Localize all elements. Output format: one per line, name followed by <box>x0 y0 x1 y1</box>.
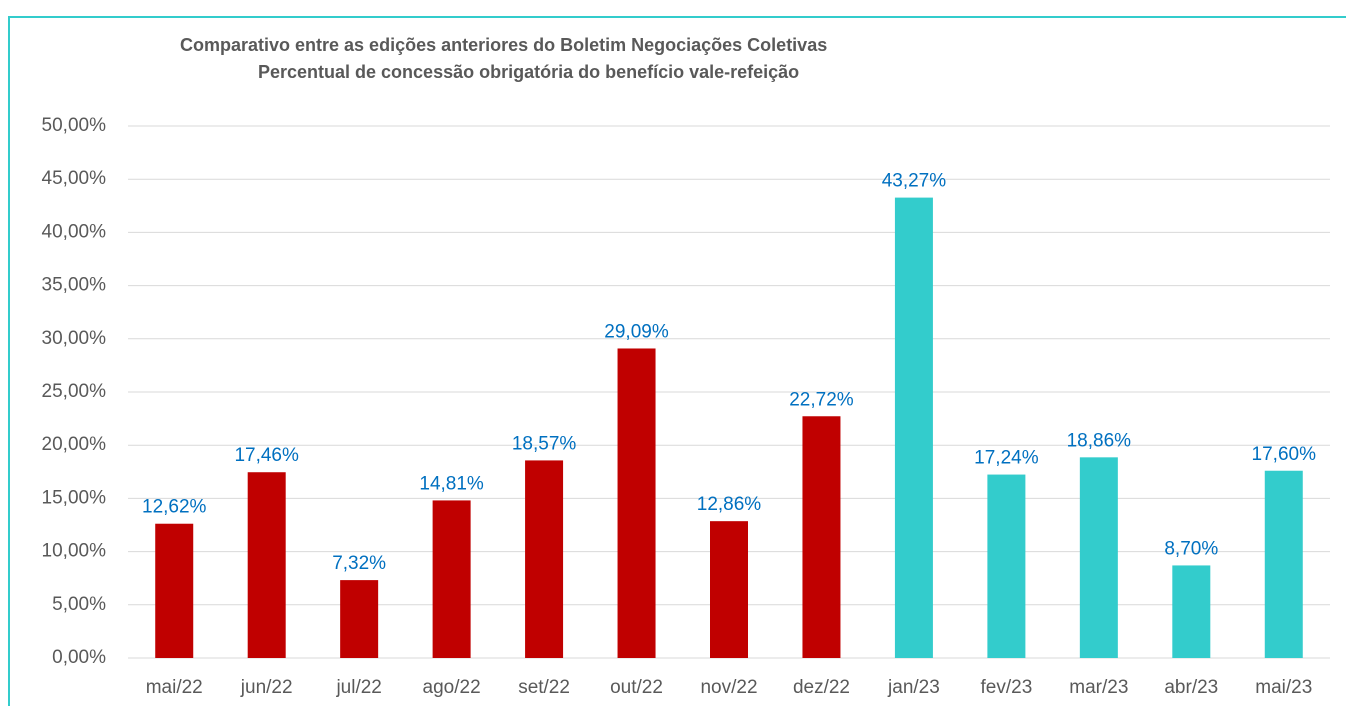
data-label: 12,86% <box>697 494 762 515</box>
x-tick-label: nov/22 <box>700 677 757 698</box>
y-tick-label: 5,00% <box>52 594 106 615</box>
bar <box>617 348 656 658</box>
data-label: 29,09% <box>604 321 669 342</box>
y-tick-label: 25,00% <box>42 381 107 402</box>
y-tick-label: 45,00% <box>42 168 107 189</box>
data-label: 18,57% <box>512 433 577 454</box>
data-label: 12,62% <box>142 497 207 518</box>
y-tick-label: 0,00% <box>52 647 106 668</box>
y-tick-label: 35,00% <box>42 275 107 296</box>
x-tick-label: abr/23 <box>1164 677 1218 698</box>
x-tick-label: dez/22 <box>793 677 850 698</box>
data-label: 17,24% <box>974 448 1039 469</box>
x-tick-label: jun/22 <box>240 677 293 698</box>
data-label: 17,46% <box>234 445 299 466</box>
bar <box>432 500 471 658</box>
x-tick-label: fev/23 <box>981 677 1033 698</box>
y-tick-label: 20,00% <box>42 434 107 455</box>
chart-subtitle: Percentual de concessão obrigatória do b… <box>258 62 799 82</box>
x-tick-label: mar/23 <box>1069 677 1128 698</box>
bar <box>802 416 841 658</box>
x-tick-label: ago/22 <box>423 677 481 698</box>
bar <box>247 472 286 658</box>
x-tick-label: mai/22 <box>146 677 203 698</box>
bar <box>155 523 194 658</box>
data-label: 22,72% <box>789 389 854 410</box>
bar <box>1264 470 1303 658</box>
bar <box>710 521 748 658</box>
data-label: 7,32% <box>332 553 386 574</box>
bar <box>1172 565 1211 658</box>
data-label: 18,86% <box>1067 430 1132 451</box>
data-label: 14,81% <box>419 473 484 494</box>
bar <box>894 197 933 659</box>
y-tick-label: 50,00% <box>42 115 107 136</box>
y-tick-label: 10,00% <box>42 541 107 562</box>
bar <box>987 474 1026 658</box>
y-tick-label: 40,00% <box>42 221 107 242</box>
frame <box>8 16 1346 706</box>
data-label: 17,60% <box>1252 444 1317 465</box>
data-label: 43,27% <box>882 171 947 192</box>
x-tick-label: out/22 <box>610 677 663 698</box>
x-tick-label: jul/22 <box>335 677 381 698</box>
bar <box>1079 457 1118 658</box>
chart-title: Comparativo entre as edições anteriores … <box>180 35 827 55</box>
data-label: 8,70% <box>1164 538 1218 559</box>
bar <box>340 580 379 658</box>
x-tick-label: set/22 <box>518 677 570 698</box>
y-tick-label: 15,00% <box>42 487 107 508</box>
y-tick-label: 30,00% <box>42 328 107 349</box>
bar <box>525 460 564 658</box>
x-tick-label: jan/23 <box>887 677 940 698</box>
x-tick-label: mai/23 <box>1255 677 1312 698</box>
